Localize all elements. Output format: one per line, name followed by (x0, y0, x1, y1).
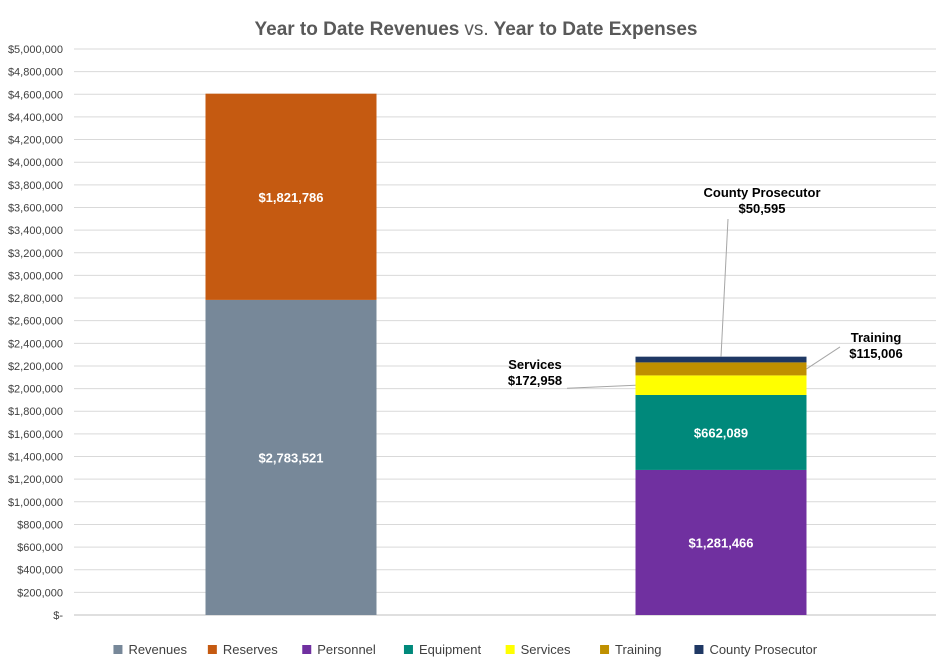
y-tick-label: $1,600,000 (8, 429, 63, 441)
legend-item: Personnel (302, 642, 376, 657)
legend-swatch (505, 645, 515, 654)
legend: Revenues Reserves Personnel Equipment Servic… (113, 642, 818, 657)
y-tick-label: $2,000,000 (8, 384, 63, 396)
legend-item: Training (600, 642, 662, 657)
data-labels: $2,783,521 $1,821,786 $1,281,466 $662,089 Se… (258, 185, 902, 550)
legend-swatch (600, 645, 610, 654)
bars (205, 93, 807, 615)
bar-segment-services (635, 375, 807, 395)
data-label: County Prosecutor $50,595 (703, 185, 820, 216)
y-tick-label: $3,000,000 (8, 270, 63, 282)
data-label: Training $115,006 (849, 330, 903, 361)
legend-label: Reserves (223, 642, 278, 657)
callout-leader-line (566, 384, 636, 389)
y-tick-label: $200,000 (17, 587, 63, 599)
legend-label: Revenues (128, 642, 187, 657)
bar-segment-personnel (635, 469, 807, 615)
legend-item: Reserves (207, 642, 278, 657)
legend-swatch (694, 645, 704, 654)
legend-item: County Prosecutor (694, 642, 818, 657)
y-tick-label: $3,600,000 (8, 202, 63, 214)
y-tick-label: $600,000 (17, 542, 63, 554)
legend-label: County Prosecutor (709, 642, 817, 657)
gridlines (74, 48, 936, 616)
data-label: $2,783,521 (258, 450, 323, 465)
y-tick-label: $3,400,000 (8, 225, 63, 237)
bar-segment-county-prosecutor (635, 356, 807, 363)
bar-segment-revenues (205, 299, 377, 615)
y-tick-label: $800,000 (17, 519, 63, 531)
bar-segment-reserves (205, 93, 377, 300)
legend-label: Services (521, 642, 571, 657)
legend-swatch (302, 645, 312, 654)
y-tick-label: $2,800,000 (8, 293, 63, 305)
legend-item: Equipment (403, 642, 482, 657)
y-tick-label: $1,800,000 (8, 406, 63, 418)
y-tick-label: $2,600,000 (8, 316, 63, 328)
legend-item: Services (505, 642, 571, 657)
y-tick-label: $4,600,000 (8, 89, 63, 101)
bar-segment-equipment (635, 394, 807, 470)
y-tick-label: $400,000 (17, 565, 63, 577)
y-tick-label: $2,400,000 (8, 338, 63, 350)
bar-segment-training (635, 362, 807, 376)
legend-item: Revenues (113, 642, 187, 657)
legend-swatch (403, 645, 413, 654)
y-tick-label: $1,200,000 (8, 474, 63, 486)
legend-swatch (207, 645, 217, 654)
data-label: $1,281,466 (688, 535, 753, 550)
data-label: Services $172,958 (508, 357, 562, 388)
y-tick-label: $3,800,000 (8, 180, 63, 192)
y-tick-label: $1,400,000 (8, 452, 63, 464)
chart-title-part-1: Year to Date Revenues (255, 19, 460, 40)
legend-label: Personnel (317, 642, 376, 657)
legend-label: Equipment (419, 642, 482, 657)
y-tick-label: $4,400,000 (8, 112, 63, 124)
y-tick-label: $2,200,000 (8, 361, 63, 373)
legend-swatch (113, 645, 123, 654)
legend-label: Training (615, 642, 661, 657)
chart-title: Year to Date Revenues vs. Year to Date Exp… (255, 19, 698, 40)
callout-leader-line (806, 346, 841, 370)
y-tick-label: $3,200,000 (8, 248, 63, 260)
data-label: $1,821,786 (258, 190, 323, 205)
y-tick-label: $- (53, 610, 63, 622)
y-tick-label: $5,000,000 (8, 44, 63, 56)
y-axis-tick-labels: $- $200,000 $400,000 $600,000 $800,000 $1,000… (8, 44, 63, 622)
callout-leader-line (720, 218, 729, 357)
y-tick-label: $4,800,000 (8, 67, 63, 79)
chart-title-part-2: Year to Date Expenses (494, 19, 698, 40)
chart-title-vs: vs. (464, 19, 488, 40)
y-tick-label: $4,000,000 (8, 157, 63, 169)
y-tick-label: $1,000,000 (8, 497, 63, 509)
y-tick-label: $4,200,000 (8, 135, 63, 147)
data-label: $662,089 (694, 425, 748, 440)
